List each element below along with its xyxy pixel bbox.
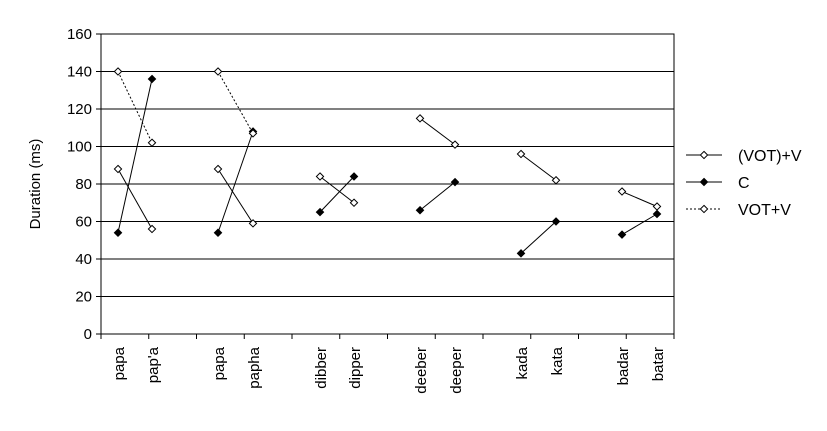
data-point xyxy=(147,224,157,234)
x-tick-label-9: kata xyxy=(549,346,566,375)
data-point xyxy=(617,230,627,239)
x-tick-label-3: papha xyxy=(246,346,263,388)
x-tick-label-5: dipper xyxy=(347,347,364,389)
series-line-segment xyxy=(520,153,557,181)
plot-area-border xyxy=(100,33,675,335)
legend-item-0: (VOT)+V xyxy=(686,148,802,165)
data-point xyxy=(349,198,359,208)
legend-marker xyxy=(699,150,709,160)
series-line-segment xyxy=(217,131,254,233)
data-point xyxy=(415,114,425,123)
data-point xyxy=(315,207,325,217)
y-tick-label: 80 xyxy=(75,176,92,193)
data-point xyxy=(113,67,123,76)
data-point xyxy=(213,228,223,238)
data-point xyxy=(147,138,157,148)
data-point xyxy=(213,164,223,174)
series-line-segment xyxy=(520,221,557,254)
legend-marker xyxy=(699,204,709,214)
x-tick-label-7: deeper xyxy=(448,347,465,394)
gridlines xyxy=(101,71,674,297)
data-point xyxy=(551,217,561,226)
series-2 xyxy=(113,67,258,148)
series-line-segment xyxy=(419,117,456,146)
legend: (VOT)+V C VOT+V xyxy=(686,148,802,219)
data-point xyxy=(349,172,359,181)
y-axis-label: Duration (ms) xyxy=(27,139,44,230)
series-line-segment xyxy=(117,78,153,233)
legend-label: C xyxy=(738,175,750,192)
series-1 xyxy=(113,74,662,258)
data-point xyxy=(516,149,526,159)
legend-label: VOT+V xyxy=(738,202,791,219)
data-point xyxy=(248,129,258,138)
x-tick-label-4: dibber xyxy=(313,347,330,389)
series-line-segment xyxy=(319,176,355,213)
y-tick-label: 120 xyxy=(67,101,92,118)
y-tick-label: 140 xyxy=(67,64,92,81)
data-point xyxy=(652,202,662,211)
series-line-segment xyxy=(621,191,658,207)
y-tick-label: 60 xyxy=(75,214,92,231)
y-tick-label: 0 xyxy=(84,326,92,343)
data-point xyxy=(113,164,123,174)
series-line-segment xyxy=(217,168,254,224)
data-point xyxy=(450,140,460,149)
x-tick-label-10: badar xyxy=(615,347,632,385)
legend-item-2: VOT+V xyxy=(686,202,791,219)
series-0 xyxy=(113,114,662,234)
y-tick-label: 40 xyxy=(75,251,92,268)
data-point xyxy=(617,187,627,196)
series-line-segment xyxy=(117,71,153,143)
series-line-segment xyxy=(319,176,355,204)
series-group xyxy=(113,67,662,258)
x-tick-label-1: pap'a xyxy=(145,346,162,383)
legend-marker xyxy=(699,177,709,187)
y-tick-label: 20 xyxy=(75,289,92,306)
x-tick-label-6: deeber xyxy=(413,347,430,394)
data-point xyxy=(315,172,325,181)
data-point xyxy=(415,205,425,215)
x-tick-label-0: papa xyxy=(111,346,128,380)
data-point xyxy=(450,177,460,187)
series-line-segment xyxy=(419,181,456,211)
data-point xyxy=(147,74,157,84)
y-tick-label: 100 xyxy=(67,139,92,156)
legend-label: (VOT)+V xyxy=(738,148,802,165)
data-point xyxy=(248,219,258,228)
y-tick-label: 160 xyxy=(67,26,92,43)
data-point xyxy=(213,67,223,76)
y-axis-ticks: 0 20 40 60 80 100 120 140 160 xyxy=(67,26,101,343)
series-line-segment xyxy=(621,213,658,236)
data-point xyxy=(551,175,561,185)
x-tick-label-2: papa xyxy=(211,346,228,380)
series-line-segment xyxy=(117,168,153,230)
x-tick-label-11: batar xyxy=(650,347,667,381)
data-point xyxy=(652,209,662,219)
data-point xyxy=(516,249,526,258)
legend-item-1: C xyxy=(686,175,750,192)
series-line-segment xyxy=(217,71,254,134)
x-axis-ticks: papa pap'a papa papha dibber dipper deeber deep… xyxy=(100,334,675,394)
data-point xyxy=(113,228,123,238)
x-tick-label-8: kada xyxy=(514,346,531,379)
